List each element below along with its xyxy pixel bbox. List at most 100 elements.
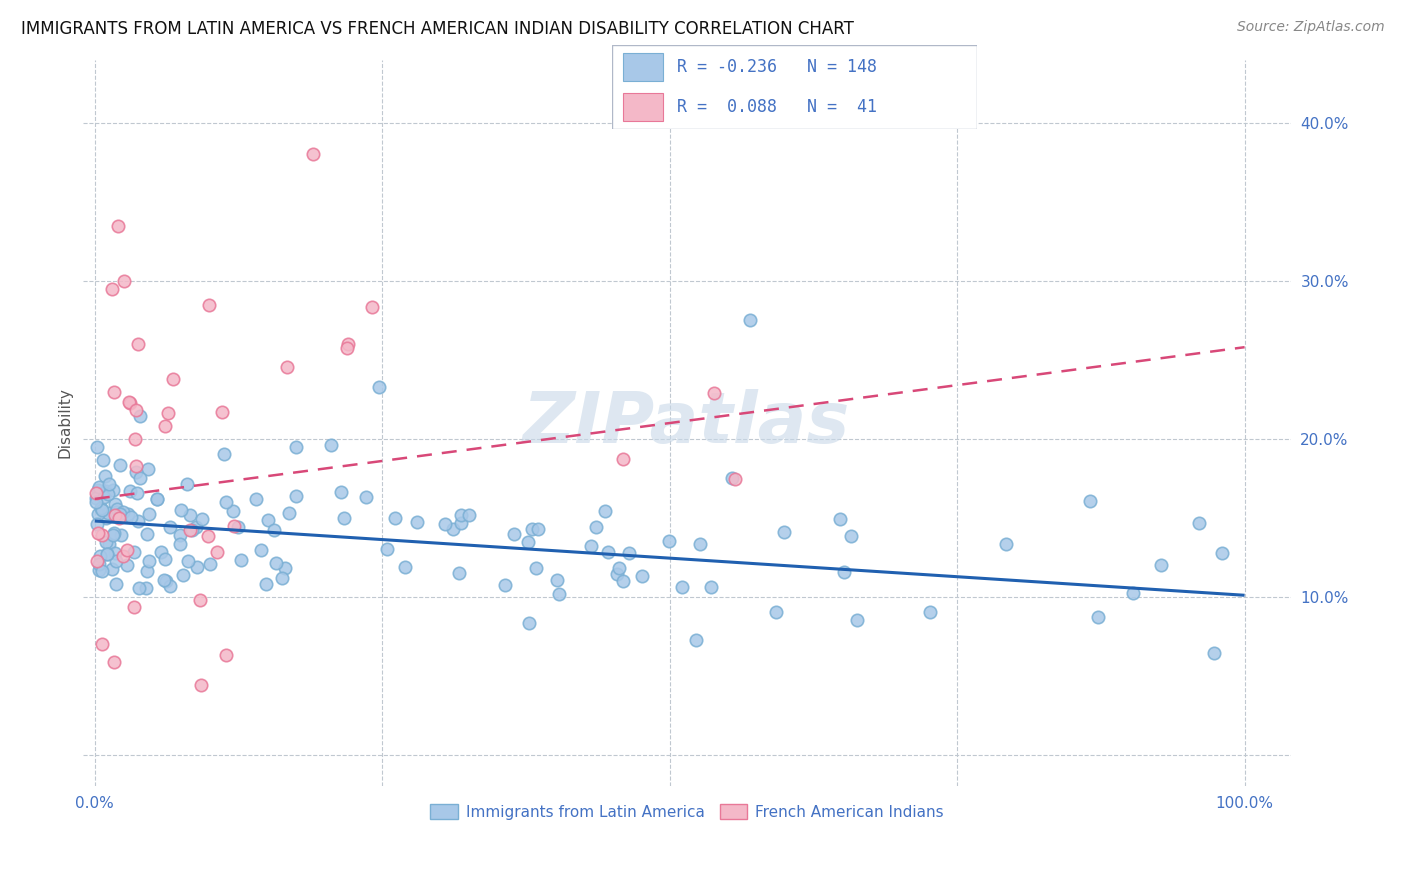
Point [263, 523, 285, 537]
Point [122, 545, 145, 559]
Point [222, 518, 245, 533]
Point [384, 511, 406, 525]
Point [724, 472, 747, 486]
Point [110, 507, 132, 521]
Point [112, 274, 135, 288]
Point [169, 528, 191, 542]
Point [101, 562, 124, 576]
Point [211, 405, 233, 419]
Point [162, 371, 184, 385]
Point [150, 545, 173, 559]
Point [285, 441, 308, 455]
Point [96, 486, 118, 500]
Point [87, 563, 110, 577]
Point [115, 543, 138, 558]
Point [188, 593, 211, 607]
Point [93, 490, 115, 504]
Point [585, 519, 607, 533]
Point [671, 580, 693, 594]
Point [276, 359, 298, 374]
Point [284, 489, 307, 503]
Point [834, 565, 856, 579]
Point [994, 536, 1017, 550]
Point [86, 507, 108, 521]
Point [103, 525, 125, 540]
Point [254, 577, 277, 591]
Point [361, 300, 384, 314]
Point [631, 568, 654, 582]
Point [319, 438, 342, 452]
Point [367, 380, 389, 394]
Point [125, 403, 148, 417]
Point [90, 564, 112, 578]
Point [176, 477, 198, 491]
Point [93, 453, 115, 467]
Point [96, 547, 118, 561]
Point [179, 523, 201, 537]
Point [394, 559, 416, 574]
Point [250, 543, 273, 558]
Point [177, 554, 200, 568]
Point [356, 490, 378, 504]
Point [257, 513, 280, 527]
Point [120, 396, 142, 410]
Point [107, 219, 129, 233]
Point [172, 568, 194, 582]
Text: IMMIGRANTS FROM LATIN AMERICA VS FRENCH AMERICAN INDIAN DISABILITY CORRELATION C: IMMIGRANTS FROM LATIN AMERICA VS FRENCH … [21, 20, 853, 37]
Point [186, 559, 208, 574]
Point [124, 600, 146, 615]
Point [86, 517, 108, 532]
Point [524, 561, 547, 575]
Point [93, 469, 115, 483]
Point [90, 500, 112, 515]
Point [91, 503, 114, 517]
Point [90, 637, 112, 651]
Point [159, 520, 181, 534]
Point [336, 341, 359, 355]
Point [596, 545, 619, 559]
Point [333, 511, 356, 525]
Point [517, 615, 540, 630]
Point [494, 577, 516, 591]
Point [215, 495, 238, 509]
Point [721, 471, 744, 485]
Text: R =  0.088   N =  41: R = 0.088 N = 41 [678, 98, 877, 116]
Point [231, 553, 253, 567]
Point [222, 504, 245, 518]
Legend: Immigrants from Latin America, French American Indians: Immigrants from Latin America, French Am… [425, 798, 949, 826]
Point [197, 529, 219, 543]
Point [277, 506, 299, 520]
Point [117, 507, 139, 521]
Point [103, 497, 125, 511]
Point [607, 561, 630, 575]
Point [93, 484, 115, 499]
Point [612, 574, 634, 589]
Point [1204, 646, 1226, 660]
Point [181, 523, 204, 537]
Point [336, 337, 359, 351]
Point [104, 506, 127, 520]
Point [94, 483, 117, 498]
Point [1121, 585, 1143, 599]
Point [441, 522, 464, 536]
Point [447, 566, 470, 580]
Point [1087, 610, 1109, 624]
Point [101, 483, 124, 497]
Point [84, 491, 107, 505]
Point [97, 537, 120, 551]
Point [593, 504, 616, 518]
Point [110, 528, 132, 542]
Point [772, 524, 794, 539]
Point [169, 503, 191, 517]
Point [153, 419, 176, 434]
Point [104, 576, 127, 591]
Text: ZIPatlas: ZIPatlas [523, 389, 851, 458]
Point [245, 491, 267, 506]
Point [375, 542, 398, 557]
Point [127, 514, 149, 528]
Point [606, 566, 628, 581]
Point [458, 508, 481, 522]
Point [1078, 493, 1101, 508]
Point [128, 581, 150, 595]
Point [264, 556, 287, 570]
